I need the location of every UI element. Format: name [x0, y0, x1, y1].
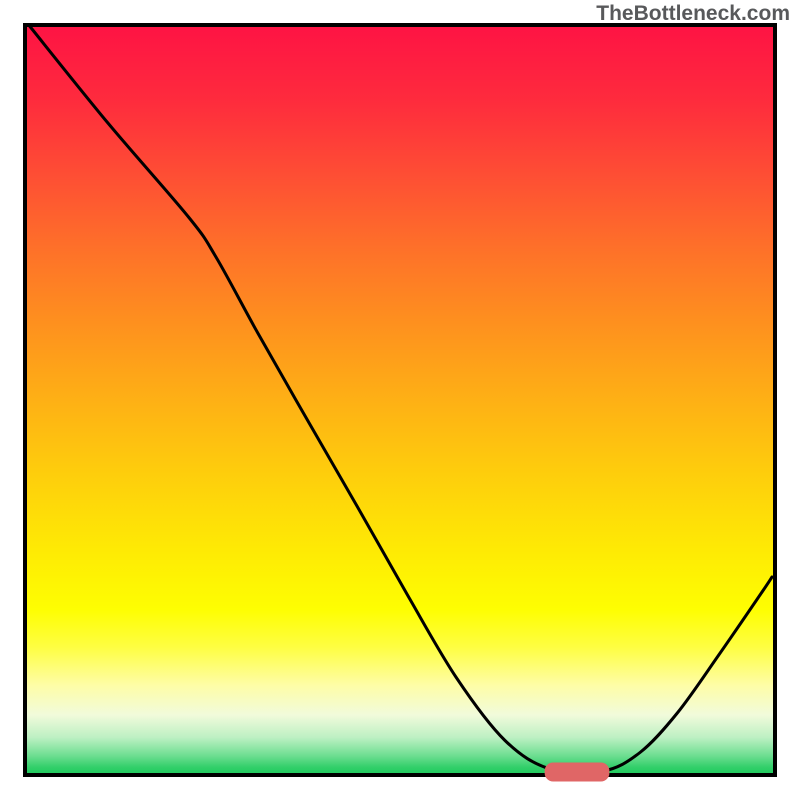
chart-frame: TheBottleneck.com: [0, 0, 800, 800]
gradient-background: [25, 25, 775, 775]
bottleneck-chart: [0, 0, 800, 800]
optimal-zone-marker: [545, 763, 609, 781]
